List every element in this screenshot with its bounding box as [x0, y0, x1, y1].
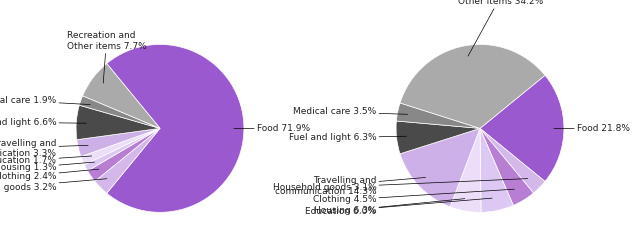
Wedge shape: [400, 128, 480, 207]
Wedge shape: [480, 128, 545, 193]
Wedge shape: [396, 103, 480, 128]
Text: Medical care 3.5%: Medical care 3.5%: [293, 107, 408, 116]
Wedge shape: [396, 121, 480, 154]
Wedge shape: [107, 45, 244, 212]
Wedge shape: [480, 128, 534, 205]
Wedge shape: [88, 128, 160, 181]
Wedge shape: [400, 45, 545, 128]
Text: Food 21.8%: Food 21.8%: [554, 124, 630, 133]
Text: Clothing 4.5%: Clothing 4.5%: [313, 189, 515, 205]
Text: Housing 1.3%: Housing 1.3%: [0, 162, 95, 172]
Text: Household goods 3.1%: Household goods 3.1%: [273, 179, 527, 192]
Wedge shape: [480, 128, 513, 212]
Text: Household goods 3.2%: Household goods 3.2%: [0, 179, 107, 192]
Text: Travelling and
communication 3.3%: Travelling and communication 3.3%: [0, 138, 88, 158]
Wedge shape: [95, 128, 160, 193]
Text: Clothing 2.4%: Clothing 2.4%: [0, 169, 99, 181]
Wedge shape: [81, 128, 160, 165]
Wedge shape: [76, 105, 160, 140]
Text: Education 6.0%: Education 6.0%: [305, 199, 465, 215]
Text: Travelling and
communication 14.3%: Travelling and communication 14.3%: [275, 176, 426, 196]
Wedge shape: [79, 96, 160, 128]
Text: Education 1.7%: Education 1.7%: [0, 156, 92, 165]
Text: Fuel and light 6.3%: Fuel and light 6.3%: [289, 133, 406, 142]
Text: Recreation and
Other items 7.7%: Recreation and Other items 7.7%: [67, 32, 147, 83]
Wedge shape: [77, 128, 160, 157]
Text: Housing 6.3%: Housing 6.3%: [314, 198, 492, 215]
Text: Medical care 1.9%: Medical care 1.9%: [0, 96, 90, 105]
Wedge shape: [480, 75, 564, 182]
Wedge shape: [450, 128, 481, 212]
Text: Food 71.9%: Food 71.9%: [234, 124, 310, 133]
Text: Recreation and
Other items 34.2%: Recreation and Other items 34.2%: [458, 0, 543, 56]
Wedge shape: [84, 128, 160, 171]
Wedge shape: [83, 64, 160, 128]
Text: Fuel and light 6.6%: Fuel and light 6.6%: [0, 118, 86, 127]
